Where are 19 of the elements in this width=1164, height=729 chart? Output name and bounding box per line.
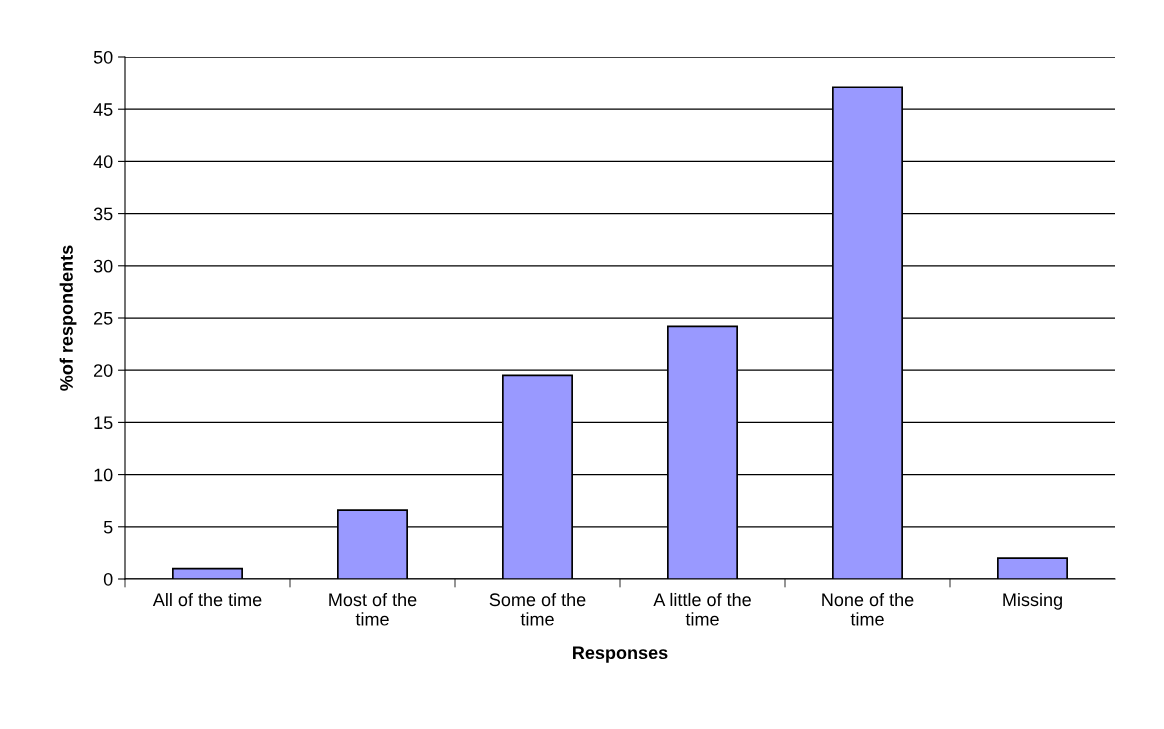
y-tick-label: 20 [94,364,113,377]
x-tick-label: Some of the time [489,592,586,626]
x-tick-label: All of the time [152,592,262,607]
y-tick-label: 50 [93,50,113,64]
y-tick-label: 15 [94,416,113,430]
x-tick-label: Most of the time [329,592,417,626]
y-tick-label: 10 [94,468,113,482]
y-axis-title: %of respondents [59,245,77,391]
y-tick-label: 40 [93,155,113,169]
y-tick-label: 45 [93,103,113,116]
x-tick-label: A little of the time [653,592,751,626]
y-tick-label: 0 [103,572,113,586]
y-tick-label: 35 [93,207,113,221]
y-tick-label: 5 [103,520,113,534]
x-tick-label: Missing [1003,592,1062,610]
y-tick-label: 25 [94,311,113,325]
y-tick-label: 30 [93,259,113,273]
x-axis-title: Responses [573,646,668,663]
x-tick-label: None of the time [822,592,914,626]
